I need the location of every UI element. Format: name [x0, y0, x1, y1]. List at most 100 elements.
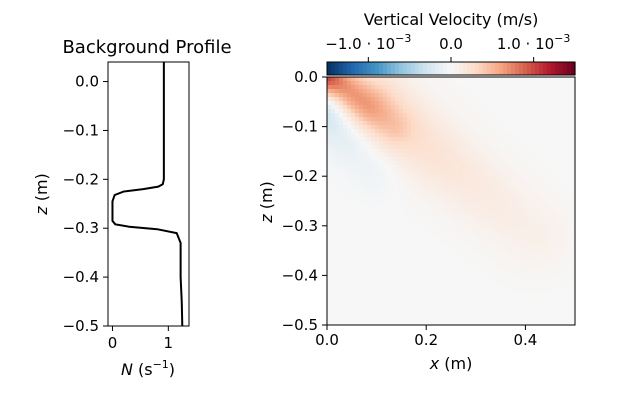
heatmap-cell — [559, 145, 564, 150]
heatmap-cell — [495, 173, 500, 178]
heatmap-cell — [379, 213, 384, 218]
heatmap-cell — [363, 89, 368, 94]
heatmap-cell — [563, 269, 568, 274]
heatmap-cell — [383, 177, 388, 182]
heatmap-cell — [527, 213, 532, 218]
heatmap-cell — [327, 241, 332, 246]
heatmap-cell — [555, 317, 560, 322]
heatmap-cell — [343, 177, 348, 182]
heatmap-cell — [535, 301, 540, 306]
heatmap-cell — [479, 165, 484, 170]
heatmap-cell — [507, 261, 512, 266]
heatmap-cell — [435, 113, 440, 118]
heatmap-cell — [347, 121, 352, 126]
heatmap-cell — [507, 317, 512, 322]
heatmap-cell — [459, 89, 464, 94]
heatmap-cell — [511, 145, 516, 150]
heatmap-cell — [355, 185, 360, 190]
heatmap-cell — [539, 305, 544, 310]
heatmap-cell — [487, 165, 492, 170]
heatmap-cell — [451, 209, 456, 214]
heatmap-cell — [335, 105, 340, 110]
heatmap-cell — [367, 113, 372, 118]
heatmap-cell — [555, 165, 560, 170]
heatmap-cell — [427, 105, 432, 110]
heatmap-cell — [535, 141, 540, 146]
heatmap-cell — [343, 229, 348, 234]
heatmap-cell — [427, 253, 432, 258]
heatmap-cell — [447, 81, 452, 86]
heatmap-cell — [455, 165, 460, 170]
heatmap-cell — [423, 221, 428, 226]
y-axis-label-variable: z — [257, 214, 276, 224]
heatmap-cell — [383, 165, 388, 170]
heatmap-cell — [571, 265, 576, 270]
heatmap-cell — [355, 117, 360, 122]
colorbar-swatch — [331, 62, 336, 75]
heatmap-cell — [491, 85, 496, 90]
heatmap-cell — [447, 97, 452, 102]
heatmap-cell — [399, 209, 404, 214]
heatmap-cell — [383, 217, 388, 222]
heatmap-cell — [535, 193, 540, 198]
heatmap-cell — [331, 93, 336, 98]
heatmap-cell — [519, 297, 524, 302]
heatmap-cell — [523, 313, 528, 318]
heatmap-cell — [423, 301, 428, 306]
heatmap-cell — [367, 125, 372, 130]
heatmap-cell — [555, 129, 560, 134]
heatmap-cell — [407, 225, 412, 230]
heatmap-cell — [491, 297, 496, 302]
heatmap-cell — [515, 125, 520, 130]
heatmap-cell — [435, 133, 440, 138]
heatmap-cell — [523, 297, 528, 302]
heatmap-cell — [479, 269, 484, 274]
heatmap-cell — [551, 233, 556, 238]
heatmap-cell — [459, 321, 464, 326]
colorbar-swatch — [403, 62, 408, 75]
heatmap-cell — [543, 129, 548, 134]
heatmap-cell — [343, 173, 348, 178]
heatmap-cell — [383, 261, 388, 266]
heatmap-cell — [467, 313, 472, 318]
heatmap-cell — [371, 89, 376, 94]
heatmap-cell — [347, 213, 352, 218]
heatmap-cell — [519, 225, 524, 230]
heatmap-cell — [519, 169, 524, 174]
heatmap-cell — [483, 125, 488, 130]
heatmap-cell — [371, 201, 376, 206]
heatmap-cell — [427, 217, 432, 222]
heatmap-cell — [407, 109, 412, 114]
heatmap-cell — [571, 177, 576, 182]
heatmap-cell — [363, 105, 368, 110]
heatmap-cell — [371, 241, 376, 246]
y-axis-label-unit: (m) — [32, 173, 51, 206]
heatmap-cell — [523, 289, 528, 294]
heatmap-cell — [571, 201, 576, 206]
heatmap-cell — [375, 313, 380, 318]
heatmap-cell — [543, 273, 548, 278]
heatmap-cell — [403, 225, 408, 230]
heatmap-cell — [355, 309, 360, 314]
heatmap-cell — [359, 197, 364, 202]
heatmap-cell — [435, 185, 440, 190]
heatmap-cell — [459, 209, 464, 214]
heatmap-cell — [547, 109, 552, 114]
heatmap-cell — [467, 253, 472, 258]
heatmap-cell — [327, 101, 332, 106]
heatmap-cell — [335, 297, 340, 302]
heatmap-cell — [551, 237, 556, 242]
heatmap-cell — [463, 229, 468, 234]
heatmap-cell — [531, 277, 536, 282]
heatmap-cell — [443, 229, 448, 234]
heatmap-cell — [339, 233, 344, 238]
heatmap-cell — [467, 189, 472, 194]
heatmap-cell — [487, 77, 492, 82]
heatmap-cell — [543, 93, 548, 98]
heatmap-cell — [383, 121, 388, 126]
heatmap-cell — [519, 281, 524, 286]
heatmap-cell — [351, 149, 356, 154]
heatmap-cell — [471, 141, 476, 146]
colorbar-swatch — [387, 62, 392, 75]
heatmap-cell — [475, 321, 480, 326]
